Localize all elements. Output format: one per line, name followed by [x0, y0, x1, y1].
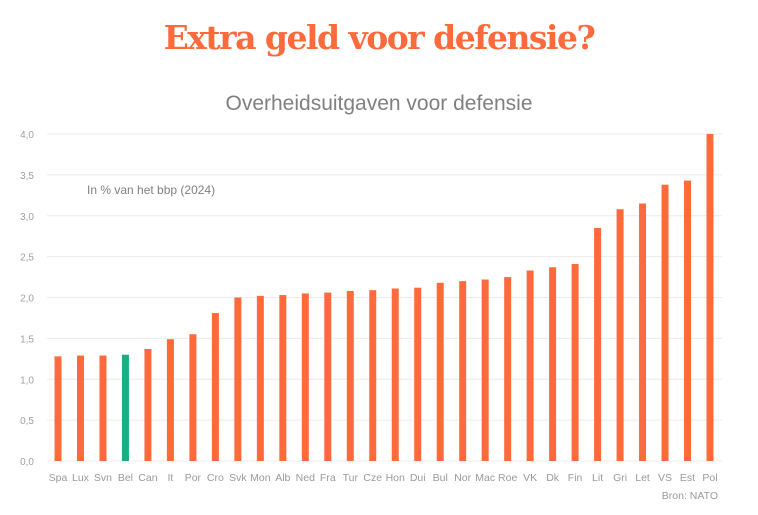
bar-cro — [211, 313, 219, 461]
x-tick-label: Cze — [363, 472, 382, 484]
x-tick-label: Por — [185, 472, 202, 484]
bar-mac — [481, 279, 489, 461]
bar-hon — [391, 288, 399, 461]
y-axis-ticks: 0,0 0,5 1,0 1,5 2,0 2,5 3,0 3,5 4,0 — [20, 130, 34, 468]
chart-title: Overheidsuitgaven voor defensie — [225, 92, 533, 115]
y-tick-label: 3,0 — [20, 212, 34, 223]
bar-dk — [549, 267, 557, 461]
x-tick-label: VK — [523, 472, 537, 484]
x-tick-label: VS — [658, 472, 672, 484]
y-tick-label: 0,5 — [20, 416, 34, 427]
bar-alb — [279, 295, 287, 461]
bar-roe — [504, 277, 512, 461]
x-tick-label: Svn — [94, 472, 112, 484]
x-tick-label: Mac — [475, 472, 495, 484]
x-tick-label: Cro — [207, 472, 224, 484]
bar-vs — [661, 184, 669, 461]
bar-pol — [706, 134, 714, 461]
x-tick-label: Fin — [568, 472, 583, 484]
x-tick-label: Dui — [410, 472, 426, 484]
y-tick-label: 0,0 — [20, 457, 34, 468]
bar-ned — [301, 293, 309, 461]
bar-svk — [234, 297, 242, 461]
bar-svn — [99, 355, 107, 461]
bar-lux — [76, 355, 84, 461]
y-tick-label: 3,5 — [20, 171, 34, 182]
x-tick-label: Ned — [296, 472, 315, 484]
chart-subtitle: In % van het bbp (2024) — [87, 183, 215, 197]
bars — [54, 134, 714, 462]
bar-gri — [616, 209, 624, 461]
bar-nor — [459, 281, 467, 461]
bar-vk — [526, 270, 534, 461]
bar-it — [166, 339, 174, 461]
x-tick-label: Hon — [386, 472, 405, 484]
bar-lit — [594, 228, 602, 461]
bar-dui — [414, 287, 422, 461]
x-tick-label: Spa — [49, 472, 68, 484]
bar-fra — [324, 292, 332, 461]
x-tick-label: Gri — [613, 472, 627, 484]
bar-spa — [54, 356, 62, 461]
y-tick-label: 1,5 — [20, 334, 34, 345]
x-tick-label: Can — [138, 472, 157, 484]
y-tick-label: 4,0 — [20, 130, 34, 141]
x-tick-label: Est — [680, 472, 695, 484]
x-tick-label: Lit — [592, 472, 603, 484]
bar-can — [144, 349, 152, 461]
x-tick-label: Alb — [275, 472, 290, 484]
x-tick-label: Bul — [433, 472, 448, 484]
x-axis-labels: Spa Lux Svn Bel Can It Por Cro Svk Mon Alb Ned Fra Tu… — [49, 472, 718, 484]
bar-tur — [346, 290, 354, 461]
bar-por — [189, 334, 197, 461]
y-tick-label: 2,0 — [20, 294, 34, 305]
x-tick-label: Fra — [320, 472, 336, 484]
x-tick-label: Bel — [118, 472, 133, 484]
x-tick-label: Mon — [250, 472, 271, 484]
x-tick-label: Tur — [343, 472, 359, 484]
page-title: Extra geld voor defensie? — [163, 18, 596, 57]
bar-mon — [256, 295, 264, 461]
x-tick-label: Svk — [229, 472, 247, 484]
bar-fin — [571, 263, 579, 461]
x-tick-label: Nor — [454, 472, 471, 484]
y-tick-label: 1,0 — [20, 375, 34, 386]
bar-cze — [369, 290, 377, 461]
grid-lines — [47, 133, 722, 462]
bar-let — [639, 203, 647, 462]
bar-est — [684, 180, 692, 461]
x-tick-label: Lux — [72, 472, 90, 484]
source-note: Bron: NATO — [662, 490, 718, 502]
bar-bul — [436, 282, 444, 461]
x-tick-label: Let — [635, 472, 650, 484]
x-tick-label: Pol — [702, 472, 717, 484]
x-tick-label: Dk — [546, 472, 560, 484]
bar-bel — [121, 354, 129, 461]
x-tick-label: Roe — [498, 472, 517, 484]
x-tick-label: It — [167, 472, 173, 484]
y-tick-label: 2,5 — [20, 253, 34, 264]
